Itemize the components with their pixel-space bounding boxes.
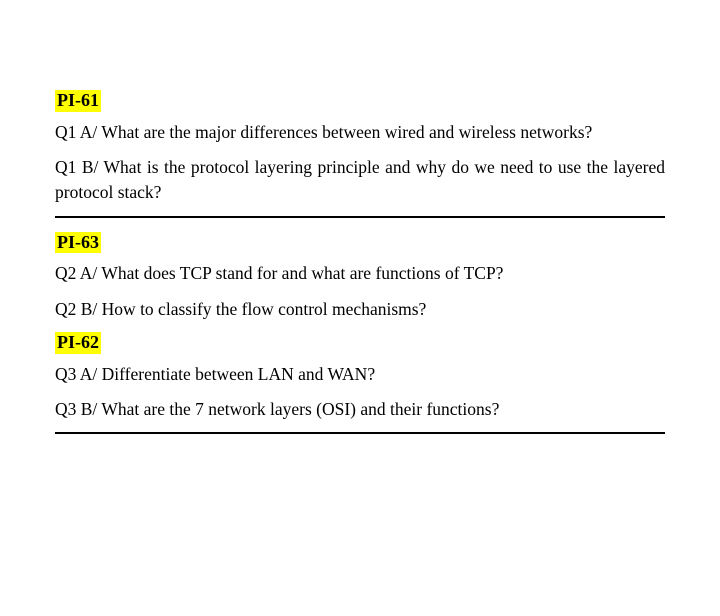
section-pi-63: PI-63 Q2 A/ What does TCP stand for and … [55, 232, 665, 322]
document-page: PI-61 Q1 A/ What are the major differenc… [0, 0, 720, 488]
question-text: Q2 B/ How to classify the flow control m… [55, 297, 665, 322]
section-pi-61: PI-61 Q1 A/ What are the major differenc… [55, 90, 665, 206]
section-divider [55, 432, 665, 434]
section-pi-62: PI-62 Q3 A/ Differentiate between LAN an… [55, 332, 665, 422]
question-text: Q3 B/ What are the 7 network layers (OSI… [55, 397, 665, 422]
section-label: PI-62 [55, 332, 101, 354]
section-label: PI-63 [55, 232, 101, 254]
question-text: Q3 A/ Differentiate between LAN and WAN? [55, 362, 665, 387]
section-label: PI-61 [55, 90, 101, 112]
question-text: Q1 A/ What are the major differences bet… [55, 120, 665, 145]
question-text: Q2 A/ What does TCP stand for and what a… [55, 261, 665, 286]
section-divider [55, 216, 665, 218]
question-text: Q1 B/ What is the protocol layering prin… [55, 155, 665, 206]
